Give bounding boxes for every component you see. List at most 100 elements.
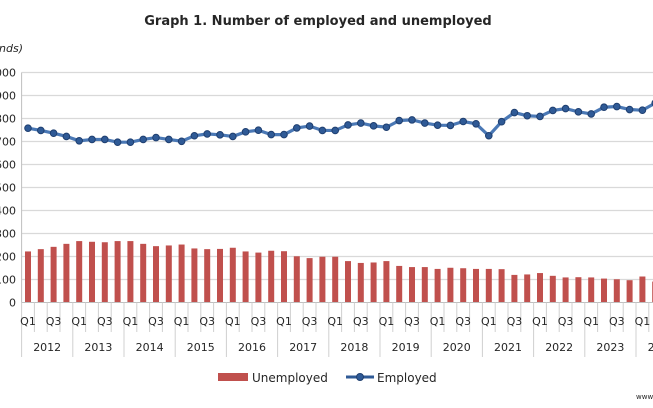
unemployed-bar: [319, 256, 326, 303]
unemployed-bar: [639, 276, 646, 303]
employed-point: [267, 130, 276, 139]
employed-point: [510, 108, 519, 117]
employed-point: [587, 110, 596, 118]
x-axis: Q1 Q3 Q1 Q3 Q1 Q3 Q1 Q3 Q1 Q3 Q1 Q3 Q1 Q3 Q1 Q3 Q1 Q3 Q1 Q3…: [20, 72, 653, 357]
employed-point: [536, 112, 544, 121]
employed-point: [549, 106, 557, 115]
y-axis-ticks: 0 100 200 300 400 500 600 700 800 900 1000: [0, 67, 16, 310]
chart-title: Graph 1. Number of employed and unemploy…: [144, 14, 492, 29]
year-label: 2020: [443, 341, 471, 354]
employed-point: [190, 131, 199, 140]
legend-employed-label: Employed: [377, 371, 437, 385]
quarter-label: Q1: [174, 315, 190, 328]
quarter-label: Q3: [251, 315, 267, 328]
unemployed-bar: [293, 256, 300, 303]
employed-point: [433, 121, 442, 129]
legend-unemployed-swatch: [218, 373, 248, 381]
unemployed-bar: [537, 273, 543, 303]
unemployed-bar: [37, 249, 44, 303]
year-label: 2016: [238, 341, 266, 354]
year-label: 2019: [392, 341, 420, 354]
legend: Unemployed Employed: [218, 371, 437, 385]
quarter-label: Q1: [379, 315, 395, 328]
employed-point: [113, 138, 122, 146]
employed-point: [254, 126, 263, 135]
employed-point: [331, 126, 340, 135]
employed-point: [382, 123, 391, 132]
unemployed-bar: [562, 277, 569, 303]
unemployed-bar: [409, 267, 415, 303]
employed-point: [49, 129, 58, 138]
year-label: 2024: [648, 341, 653, 354]
year-label: 2015: [187, 341, 215, 354]
employed-point: [344, 121, 352, 129]
employed-point: [126, 138, 135, 146]
unemployed-bar: [357, 262, 364, 303]
employed-point: [395, 116, 404, 125]
quarter-label: Q1: [635, 315, 651, 328]
unemployed-bar: [50, 246, 57, 303]
year-label: 2012: [33, 341, 61, 354]
employed-point: [101, 135, 109, 144]
employed-point: [561, 104, 570, 113]
quarter-label: Q3: [507, 315, 523, 328]
employed-point: [152, 133, 160, 142]
unemployed-bar: [255, 252, 262, 303]
y-tick-label: 1000: [0, 67, 16, 80]
year-label: 2014: [136, 341, 164, 354]
quarter-label: Q3: [558, 315, 574, 328]
source-text: www: [636, 393, 653, 401]
unemployed-bar: [549, 275, 556, 303]
unemployed-bar: [345, 261, 351, 303]
y-axis-unit-label: (thousands): [0, 42, 23, 55]
quarter-label: Q1: [71, 315, 87, 328]
employed-point: [497, 117, 506, 126]
unemployed-bar: [127, 241, 134, 303]
unemployed-bar: [370, 262, 377, 303]
quarter-label: Q1: [225, 315, 241, 328]
legend-unemployed-label: Unemployed: [252, 371, 328, 385]
employed-point: [139, 135, 147, 144]
unemployed-bar: [25, 251, 31, 303]
unemployed-bar: [76, 241, 83, 303]
employed-point: [203, 130, 211, 138]
unemployed-bars: [25, 241, 653, 303]
quarter-label: Q1: [481, 315, 497, 328]
unemployed-bar: [588, 277, 595, 303]
quarter-label: Q3: [97, 315, 113, 328]
unemployed-bar: [332, 256, 339, 303]
employed-point: [369, 122, 378, 130]
unemployed-bar: [204, 249, 211, 303]
y-tick-label: 300: [0, 228, 16, 241]
quarter-label: Q1: [276, 315, 292, 328]
unemployed-bar: [268, 250, 275, 303]
employed-point: [638, 106, 647, 115]
employed-point: [318, 126, 327, 135]
unemployed-bar: [165, 245, 172, 303]
y-tick-label: 200: [0, 251, 16, 264]
unemployed-bar: [421, 267, 428, 303]
y-tick-label: 800: [0, 113, 16, 126]
unemployed-bar: [396, 265, 403, 303]
employed-point: [613, 102, 621, 111]
year-label: 2017: [289, 341, 317, 354]
year-label: 2022: [545, 341, 573, 354]
employed-point: [165, 135, 173, 144]
employed-point: [241, 128, 250, 136]
employed-point: [305, 122, 314, 130]
unemployed-bar: [626, 280, 633, 303]
employed-series-line: [27, 102, 653, 144]
unemployed-bar: [217, 248, 223, 303]
unemployed-bar: [575, 277, 582, 303]
employed-point: [62, 132, 71, 141]
year-label: 2023: [596, 341, 624, 354]
employed-point: [229, 132, 237, 141]
employed-point: [216, 131, 224, 139]
unemployed-bar: [447, 267, 454, 303]
unemployed-bar: [498, 269, 505, 303]
quarter-label: Q1: [327, 315, 343, 328]
unemployed-bar: [242, 251, 249, 303]
y-tick-label: 600: [0, 159, 16, 172]
employed-point: [421, 119, 429, 127]
